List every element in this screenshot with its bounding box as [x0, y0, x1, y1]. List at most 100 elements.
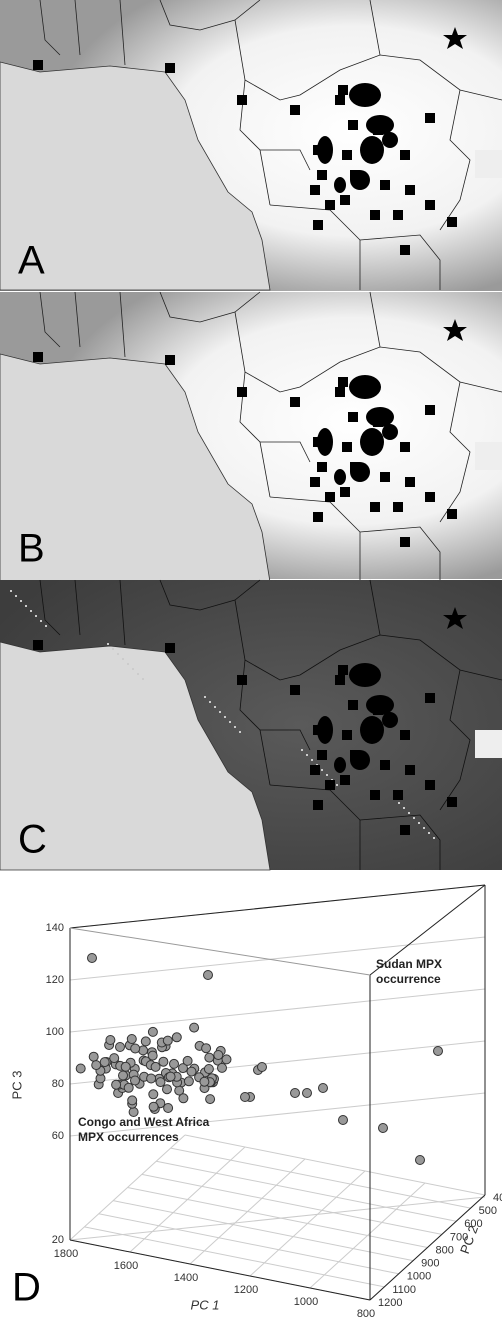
map-speck	[239, 731, 241, 733]
map-speck	[45, 625, 47, 627]
map-speck	[204, 696, 206, 698]
occurrence-marker	[370, 502, 380, 512]
occurrence-marker	[165, 63, 175, 73]
scatter-point	[202, 1044, 211, 1053]
map-speck	[25, 605, 27, 607]
occurrence-marker	[348, 700, 358, 710]
scatter-point	[148, 1027, 157, 1036]
scatter-point	[172, 1033, 181, 1042]
map-patch	[475, 442, 502, 470]
panel-label: B	[18, 527, 45, 571]
figure-canvas: ABC1800160014001200100080040050060070080…	[0, 0, 502, 1317]
occurrence-marker	[348, 412, 358, 422]
map-speck	[142, 678, 144, 680]
occurrence-marker	[290, 685, 300, 695]
map-speck	[137, 673, 139, 675]
grid-line	[128, 1188, 428, 1248]
occurrence-marker	[350, 170, 360, 180]
map-speck	[423, 827, 425, 829]
occurrence-marker	[373, 125, 383, 135]
scatter-point	[205, 1053, 214, 1062]
occurrence-marker	[342, 730, 352, 740]
occurrence-marker	[313, 725, 323, 735]
map-speck	[326, 774, 328, 776]
occurrence-marker	[325, 780, 335, 790]
occurrence-marker	[348, 120, 358, 130]
scatter-point	[303, 1089, 312, 1098]
map-speck	[15, 595, 17, 597]
scatter-point	[156, 1078, 165, 1087]
scatter-point	[319, 1084, 328, 1093]
map-speck	[117, 653, 119, 655]
occurrence-marker	[425, 780, 435, 790]
annotation: Sudan MPX occurrence	[376, 957, 456, 987]
occurrence-cluster	[334, 469, 346, 485]
occurrence-marker	[393, 790, 403, 800]
occurrence-marker	[370, 790, 380, 800]
scatter-point	[149, 1102, 158, 1111]
occurrence-marker	[380, 760, 390, 770]
grid-line	[70, 989, 485, 1032]
scatter-point	[166, 1072, 175, 1081]
scatter-point	[110, 1054, 119, 1063]
map-speck	[398, 802, 400, 804]
scatter-point	[218, 1063, 227, 1072]
scatter-point	[200, 1077, 209, 1086]
y-tick-label: 800	[436, 1244, 454, 1256]
map-speck	[234, 726, 236, 728]
scatter-point	[112, 1080, 121, 1089]
map-speck	[132, 668, 134, 670]
scatter-point	[89, 1052, 98, 1061]
occurrence-marker	[338, 665, 348, 675]
map-speck	[214, 706, 216, 708]
occurrence-marker	[393, 210, 403, 220]
occurrence-marker	[290, 397, 300, 407]
occurrence-cluster	[360, 428, 384, 456]
occurrence-marker	[310, 477, 320, 487]
occurrence-marker	[317, 750, 327, 760]
scatter-point	[187, 1067, 196, 1076]
axis-title: PC 3	[9, 1071, 24, 1100]
z-tick-label: 120	[46, 974, 64, 986]
occurrence-marker	[425, 113, 435, 123]
scatter-point	[148, 1051, 157, 1060]
map-speck	[428, 832, 430, 834]
axis-title: PC 2	[457, 1223, 481, 1255]
occurrence-cluster	[349, 83, 381, 107]
occurrence-marker	[405, 477, 415, 487]
scatter-point	[206, 1095, 215, 1104]
scatter-point	[416, 1156, 425, 1165]
occurrence-marker	[237, 95, 247, 105]
map-speck	[413, 817, 415, 819]
map-speck	[306, 754, 308, 756]
scatter-point	[100, 1058, 109, 1067]
y-tick-label: 1100	[392, 1284, 416, 1296]
scatter-point	[183, 1056, 192, 1065]
scatter-point	[190, 1023, 199, 1032]
occurrence-marker	[425, 693, 435, 703]
scatter-point	[128, 1096, 137, 1105]
occurrence-marker	[373, 417, 383, 427]
z-tick-label: 60	[52, 1130, 64, 1142]
map-speck	[301, 749, 303, 751]
occurrence-cluster	[382, 424, 398, 440]
scatter-point	[147, 1074, 156, 1083]
occurrence-marker	[33, 640, 43, 650]
grid-line	[84, 1227, 384, 1287]
scatter-point	[184, 1077, 193, 1086]
occurrence-marker	[393, 502, 403, 512]
occurrence-marker	[338, 85, 348, 95]
map-speck	[127, 663, 129, 665]
box-edge	[70, 928, 370, 975]
occurrence-marker	[310, 765, 320, 775]
panel-label: D	[12, 1266, 41, 1310]
map-speck	[229, 721, 231, 723]
map-speck	[20, 600, 22, 602]
scatter-point	[339, 1116, 348, 1125]
map-speck	[336, 784, 338, 786]
z-tick-label: 140	[46, 922, 64, 934]
occurrence-marker	[400, 730, 410, 740]
page: MPX figure {"panels": [{"label": "A"}, {…	[0, 0, 502, 1317]
occurrence-marker	[340, 487, 350, 497]
map-speck	[403, 807, 405, 809]
